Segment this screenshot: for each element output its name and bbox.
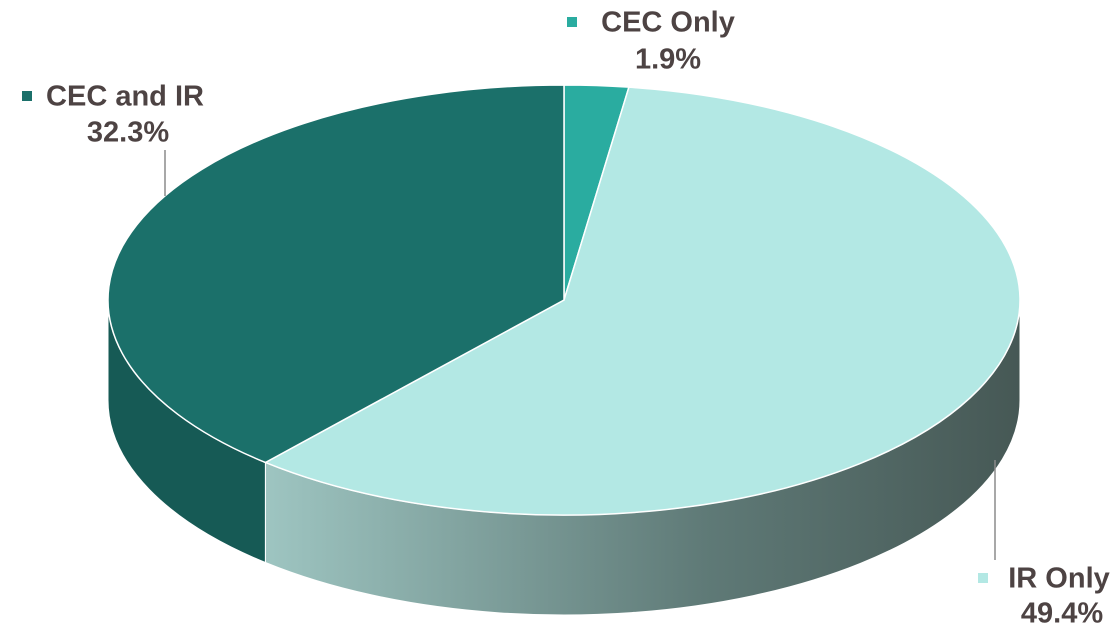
category-label: CEC Only bbox=[601, 7, 735, 39]
label-marker bbox=[567, 17, 577, 27]
value-label: 49.4% bbox=[1021, 598, 1103, 628]
category-label: CEC and IR bbox=[46, 81, 204, 113]
category-label: IR Only bbox=[1008, 563, 1110, 595]
label-marker bbox=[978, 573, 988, 583]
pie-slice bbox=[107, 84, 565, 464]
value-label: 1.9% bbox=[635, 44, 701, 76]
value-label: 32.3% bbox=[87, 117, 169, 149]
pie-slice bbox=[263, 86, 1021, 516]
label-marker bbox=[22, 91, 32, 101]
